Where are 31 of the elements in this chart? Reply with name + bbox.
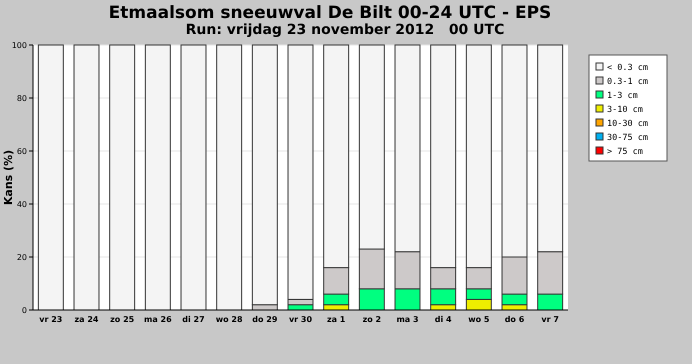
x-tick-label: do 6 xyxy=(504,315,525,324)
chart-title: Etmaalsom sneeuwval De Bilt 00-24 UTC - EPS xyxy=(108,3,552,23)
legend-label: < 0.3 cm xyxy=(607,63,648,73)
y-axis-title: Kans (%) xyxy=(2,150,15,206)
x-tick-label: wo 5 xyxy=(468,315,490,324)
x-tick-label: vr 23 xyxy=(39,315,62,324)
y-tick-label: 60 xyxy=(16,147,27,156)
legend-label: 30-75 cm xyxy=(607,133,648,143)
x-tick-label: ma 26 xyxy=(144,315,172,324)
legend-label: > 75 cm xyxy=(607,147,643,157)
x-tick-label: do 29 xyxy=(252,315,278,324)
legend-label: 1-3 cm xyxy=(607,91,638,101)
x-tick-label: ma 3 xyxy=(396,315,419,324)
y-tick-label: 100 xyxy=(12,41,27,50)
y-tick-label: 20 xyxy=(16,253,27,262)
x-tick-label: vr 30 xyxy=(288,315,312,324)
x-tick-label: zo 2 xyxy=(362,315,382,324)
y-tick-label: 40 xyxy=(16,200,27,209)
x-tick-label: zo 25 xyxy=(110,315,135,324)
x-tick-label: vr 7 xyxy=(541,315,559,324)
y-tick-label: 0 xyxy=(22,306,27,315)
x-tick-label: za 24 xyxy=(74,315,99,324)
legend-label: 3-10 cm xyxy=(607,105,643,115)
x-tick-label: di 27 xyxy=(182,315,205,324)
y-tick-label: 80 xyxy=(16,94,27,103)
chart-subtitle: Run: vrijdag 23 november 2012 00 UTC xyxy=(186,22,504,38)
legend-label: 10-30 cm xyxy=(607,119,648,129)
x-tick-label: di 4 xyxy=(434,315,452,324)
legend-label: 0.3-1 cm xyxy=(607,77,648,87)
x-tick-label: wo 28 xyxy=(216,315,243,324)
x-tick-label: za 1 xyxy=(326,315,346,324)
